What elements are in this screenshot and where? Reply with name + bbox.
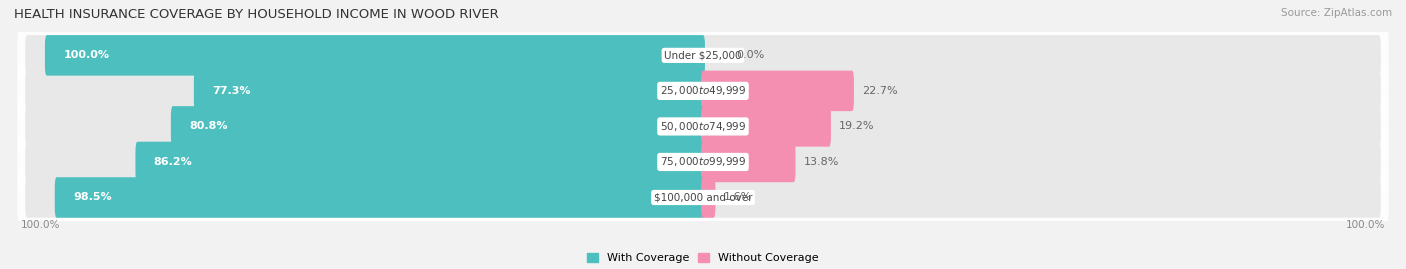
FancyBboxPatch shape <box>25 106 1381 147</box>
FancyBboxPatch shape <box>45 35 704 76</box>
FancyBboxPatch shape <box>25 71 1381 111</box>
FancyBboxPatch shape <box>17 27 1389 84</box>
Text: 19.2%: 19.2% <box>839 121 875 132</box>
Text: $50,000 to $74,999: $50,000 to $74,999 <box>659 120 747 133</box>
Text: 1.6%: 1.6% <box>723 193 752 203</box>
Text: 77.3%: 77.3% <box>212 86 250 96</box>
Text: 80.8%: 80.8% <box>190 121 228 132</box>
Text: 0.0%: 0.0% <box>735 50 763 60</box>
FancyBboxPatch shape <box>702 71 853 111</box>
FancyBboxPatch shape <box>25 177 1381 218</box>
FancyBboxPatch shape <box>17 62 1389 120</box>
Text: Source: ZipAtlas.com: Source: ZipAtlas.com <box>1281 8 1392 18</box>
Text: 100.0%: 100.0% <box>63 50 110 60</box>
Text: HEALTH INSURANCE COVERAGE BY HOUSEHOLD INCOME IN WOOD RIVER: HEALTH INSURANCE COVERAGE BY HOUSEHOLD I… <box>14 8 499 21</box>
FancyBboxPatch shape <box>194 71 704 111</box>
Text: $75,000 to $99,999: $75,000 to $99,999 <box>659 155 747 168</box>
Text: 22.7%: 22.7% <box>862 86 897 96</box>
Text: Under $25,000: Under $25,000 <box>664 50 742 60</box>
FancyBboxPatch shape <box>17 169 1389 226</box>
Text: $25,000 to $49,999: $25,000 to $49,999 <box>659 84 747 97</box>
FancyBboxPatch shape <box>25 35 1381 76</box>
Text: 100.0%: 100.0% <box>21 220 60 229</box>
FancyBboxPatch shape <box>172 106 704 147</box>
Text: 100.0%: 100.0% <box>1346 220 1385 229</box>
FancyBboxPatch shape <box>17 98 1389 155</box>
Text: $100,000 and over: $100,000 and over <box>654 193 752 203</box>
FancyBboxPatch shape <box>25 142 1381 182</box>
FancyBboxPatch shape <box>55 177 704 218</box>
FancyBboxPatch shape <box>17 133 1389 191</box>
Text: 98.5%: 98.5% <box>73 193 111 203</box>
Text: 86.2%: 86.2% <box>153 157 193 167</box>
Text: 13.8%: 13.8% <box>803 157 839 167</box>
Legend: With Coverage, Without Coverage: With Coverage, Without Coverage <box>582 249 824 268</box>
FancyBboxPatch shape <box>702 142 796 182</box>
FancyBboxPatch shape <box>702 106 831 147</box>
FancyBboxPatch shape <box>135 142 704 182</box>
FancyBboxPatch shape <box>702 177 716 218</box>
